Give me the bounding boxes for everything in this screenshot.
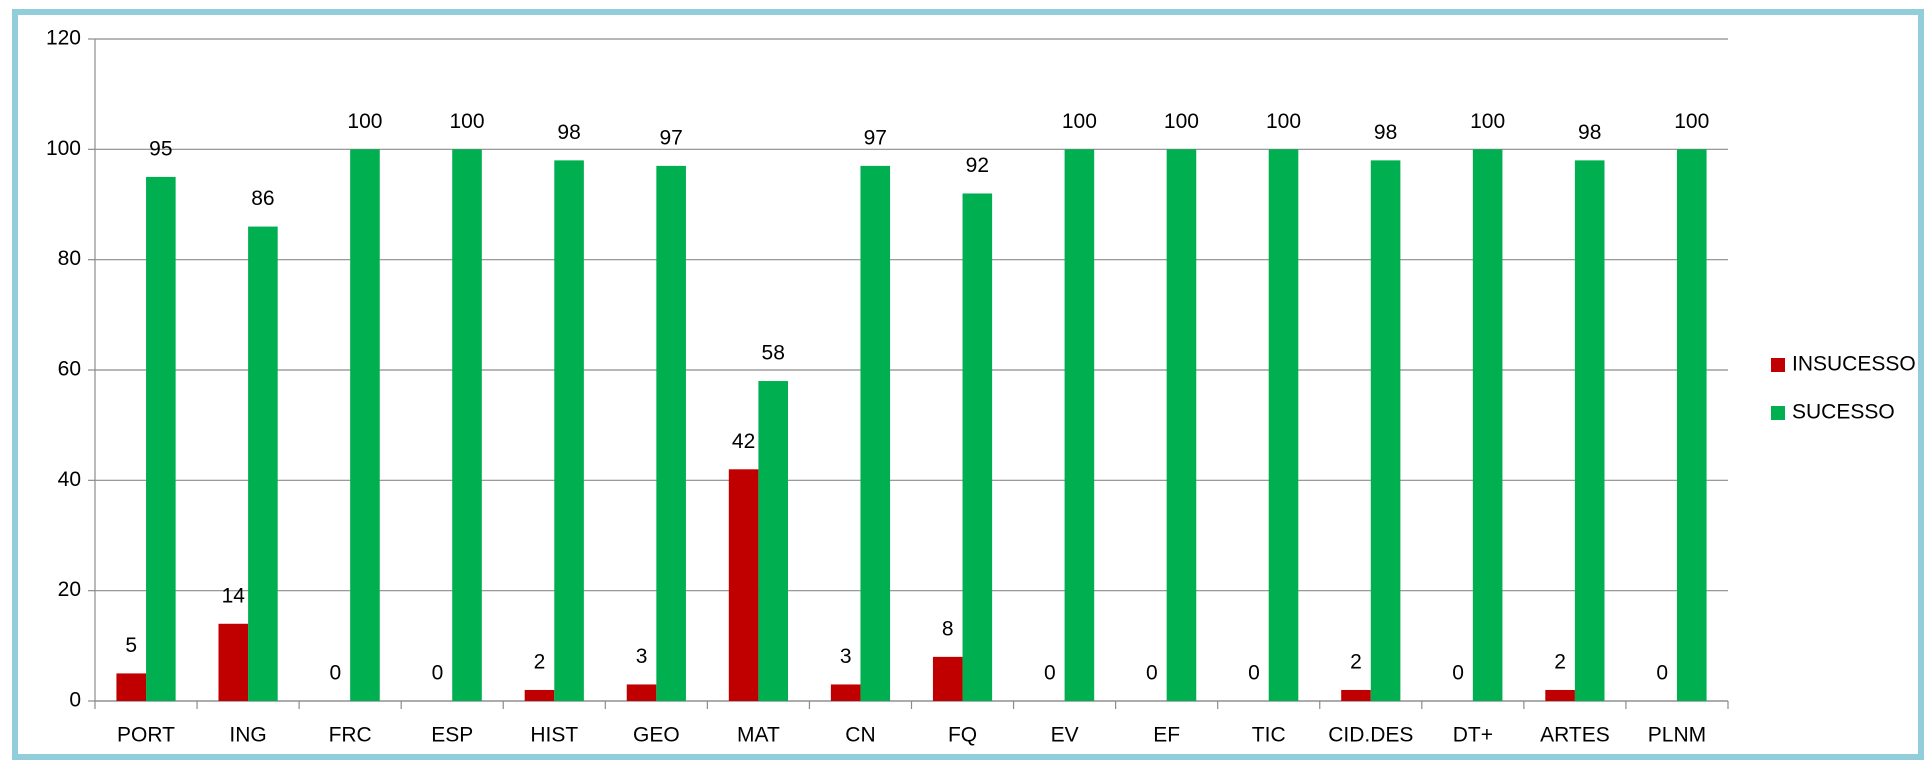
x-tick-label: PLNM (1648, 724, 1706, 747)
bar (626, 684, 657, 701)
data-label: 98 (1374, 121, 1397, 144)
data-label: 3 (840, 645, 852, 668)
bar (932, 656, 963, 701)
data-label: 0 (1452, 662, 1464, 685)
legend-swatch (1771, 358, 1785, 372)
y-tick-label: 80 (58, 247, 81, 270)
bar (524, 689, 555, 701)
bar (218, 623, 249, 701)
x-tick-label: CID.DES (1328, 724, 1413, 747)
data-label: 100 (1470, 110, 1505, 133)
bar (758, 381, 789, 701)
data-label: 100 (1266, 110, 1301, 133)
data-label: 97 (659, 126, 682, 149)
bar (830, 684, 861, 701)
bar (554, 160, 584, 701)
bar (350, 149, 380, 702)
data-label: 98 (557, 121, 580, 144)
x-tick-label: FQ (948, 724, 977, 747)
x-tick-label: EV (1051, 724, 1079, 747)
x-tick-label: PORT (117, 724, 175, 747)
bar (728, 469, 759, 701)
bar (1545, 689, 1575, 701)
data-label: 0 (1044, 662, 1056, 685)
legend-label: SUCESSO (1792, 401, 1895, 424)
data-label: 2 (1350, 651, 1362, 674)
data-label: 98 (1578, 121, 1601, 144)
data-label: 86 (251, 187, 274, 210)
x-tick-label: GEO (633, 724, 680, 747)
bar (1341, 689, 1371, 701)
y-tick-label: 60 (58, 358, 81, 381)
data-label: 42 (732, 430, 755, 453)
legend-label: INSUCESSO (1792, 353, 1916, 376)
bar (116, 673, 147, 701)
x-tick-label: EF (1153, 724, 1180, 747)
data-label: 2 (534, 651, 546, 674)
x-tick-label: HIST (530, 724, 578, 747)
bar (452, 149, 482, 702)
y-tick-label: 100 (46, 137, 81, 160)
y-tick-label: 40 (58, 468, 81, 491)
x-tick-label: ESP (431, 724, 473, 747)
data-label: 8 (942, 617, 954, 640)
legend-swatch (1771, 406, 1785, 420)
x-tick-label: CN (845, 724, 875, 747)
data-label: 5 (125, 634, 137, 657)
data-label: 100 (449, 110, 484, 133)
data-label: 0 (330, 662, 342, 685)
y-tick-label: 20 (58, 578, 81, 601)
x-tick-label: TIC (1252, 724, 1286, 747)
x-tick-label: DT+ (1453, 724, 1493, 747)
bar (1472, 149, 1503, 702)
frame (12, 9, 1924, 760)
data-label: 95 (149, 137, 172, 160)
data-label: 100 (1674, 110, 1709, 133)
y-tick-label: 120 (46, 27, 81, 50)
data-label: 0 (1656, 662, 1668, 685)
y-tick-label: 0 (69, 689, 81, 712)
data-label: 14 (222, 584, 246, 607)
bar (962, 193, 993, 701)
bar (1268, 149, 1299, 702)
bar (1064, 149, 1095, 702)
data-label: 2 (1554, 651, 1566, 674)
data-label: 92 (966, 154, 989, 177)
x-tick-label: MAT (737, 724, 780, 747)
data-label: 100 (1062, 110, 1097, 133)
bar (1676, 149, 1707, 702)
data-label: 0 (432, 662, 444, 685)
bar (146, 176, 176, 701)
data-label: 3 (636, 645, 648, 668)
data-label: 0 (1248, 662, 1260, 685)
data-label: 100 (347, 110, 382, 133)
x-tick-label: FRC (329, 724, 372, 747)
data-label: 0 (1146, 662, 1158, 685)
bar (860, 165, 891, 702)
data-label: 97 (864, 126, 887, 149)
bar (248, 226, 278, 702)
x-tick-label: ING (229, 724, 266, 747)
bar (656, 165, 686, 702)
bar (1370, 160, 1401, 701)
bar (1166, 149, 1197, 702)
bar (1574, 160, 1605, 701)
data-label: 58 (762, 342, 785, 365)
x-tick-label: ARTES (1540, 724, 1610, 747)
data-label: 100 (1164, 110, 1199, 133)
